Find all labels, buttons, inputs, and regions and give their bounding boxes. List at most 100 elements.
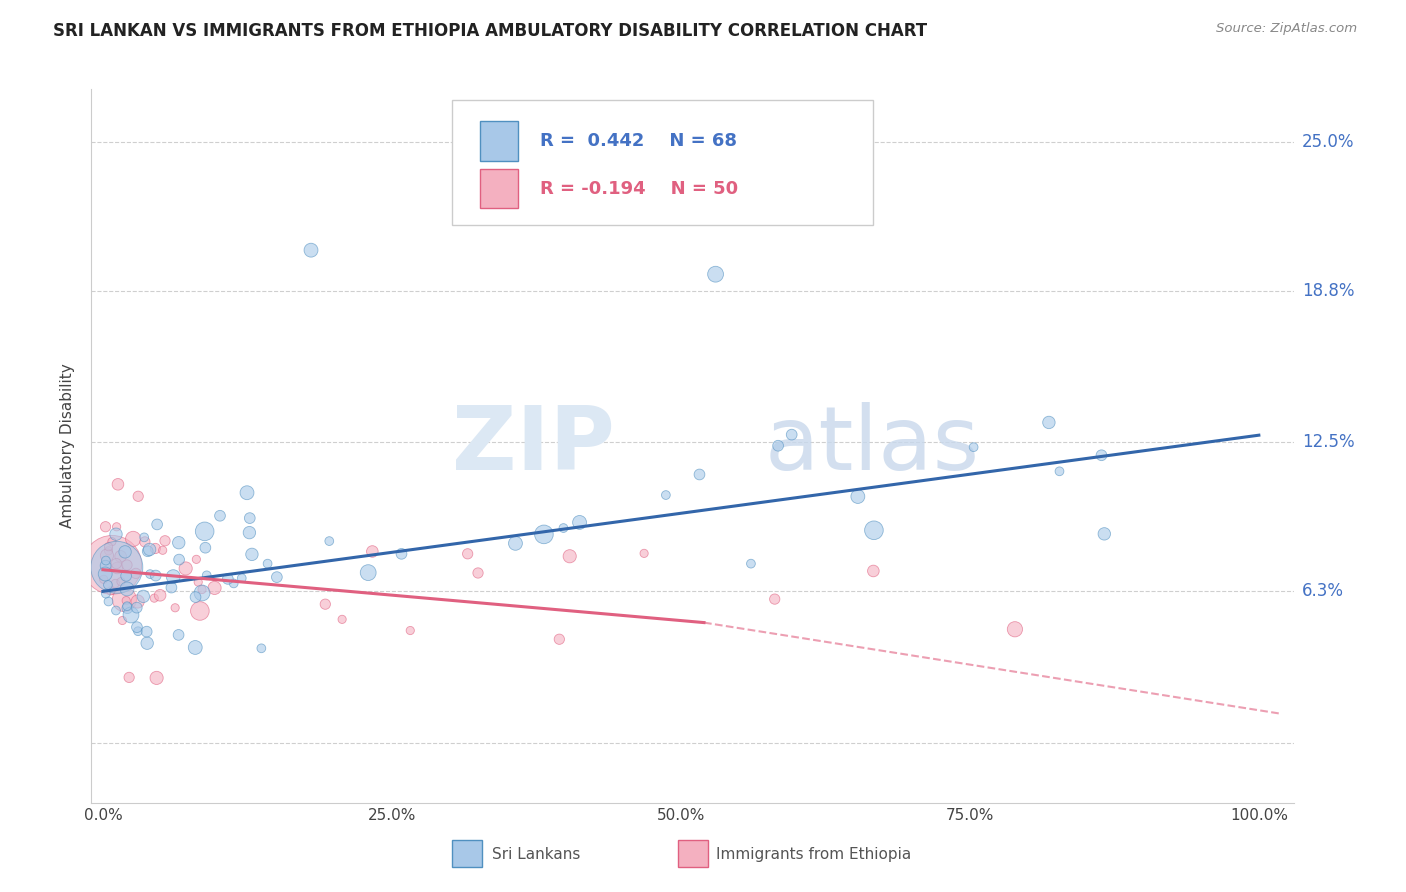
Point bbox=[134, 535, 156, 549]
Point bbox=[188, 604, 211, 618]
Point bbox=[238, 525, 260, 540]
Point bbox=[266, 570, 288, 584]
Point bbox=[101, 558, 124, 572]
Point bbox=[318, 534, 340, 549]
Point bbox=[194, 541, 217, 555]
Point bbox=[105, 520, 128, 534]
Point bbox=[107, 477, 129, 491]
Text: Source: ZipAtlas.com: Source: ZipAtlas.com bbox=[1216, 22, 1357, 36]
Point bbox=[457, 547, 479, 561]
Point bbox=[655, 488, 678, 502]
Text: ZIP: ZIP bbox=[451, 402, 614, 490]
FancyBboxPatch shape bbox=[479, 121, 519, 161]
Text: 12.5%: 12.5% bbox=[1302, 434, 1354, 451]
Point bbox=[688, 467, 710, 482]
Point bbox=[1004, 622, 1026, 636]
Point bbox=[780, 427, 803, 442]
Point bbox=[194, 524, 217, 539]
Point bbox=[1049, 464, 1071, 478]
Point bbox=[184, 640, 207, 655]
Point bbox=[110, 574, 132, 589]
Text: Immigrants from Ethiopia: Immigrants from Ethiopia bbox=[717, 847, 911, 862]
Text: R =  0.442    N = 68: R = 0.442 N = 68 bbox=[540, 132, 737, 150]
Point bbox=[153, 533, 176, 548]
Point bbox=[111, 614, 134, 628]
Point bbox=[138, 542, 160, 557]
Point bbox=[962, 440, 984, 454]
Point bbox=[314, 597, 336, 611]
Point bbox=[97, 543, 120, 558]
Point bbox=[186, 552, 208, 566]
Point bbox=[1038, 416, 1060, 430]
Text: 6.3%: 6.3% bbox=[1302, 582, 1344, 600]
Point bbox=[112, 592, 135, 607]
Point bbox=[740, 557, 762, 571]
Point bbox=[160, 581, 183, 595]
Text: 25.0%: 25.0% bbox=[1302, 133, 1354, 151]
Point bbox=[222, 576, 245, 591]
Point bbox=[191, 586, 214, 600]
Point bbox=[125, 566, 148, 581]
Point bbox=[97, 578, 120, 592]
Point bbox=[165, 600, 187, 615]
Point bbox=[862, 564, 884, 578]
Point bbox=[167, 552, 190, 566]
Point bbox=[240, 547, 263, 561]
Point bbox=[1090, 448, 1112, 462]
Point bbox=[94, 558, 117, 573]
Point bbox=[187, 575, 209, 590]
Point bbox=[132, 590, 155, 604]
Point bbox=[863, 523, 886, 537]
Point bbox=[467, 566, 489, 580]
Point bbox=[208, 508, 231, 523]
Point bbox=[94, 553, 117, 567]
FancyBboxPatch shape bbox=[451, 100, 873, 225]
Point bbox=[162, 569, 184, 583]
Point bbox=[1092, 526, 1115, 541]
Point bbox=[250, 641, 273, 656]
Point bbox=[236, 485, 259, 500]
Point bbox=[115, 599, 138, 614]
Point bbox=[94, 587, 117, 601]
Point bbox=[105, 560, 128, 574]
Text: SRI LANKAN VS IMMIGRANTS FROM ETHIOPIA AMBULATORY DISABILITY CORRELATION CHART: SRI LANKAN VS IMMIGRANTS FROM ETHIOPIA A… bbox=[53, 22, 928, 40]
Point bbox=[184, 590, 207, 604]
Point bbox=[231, 571, 253, 585]
Point bbox=[136, 636, 159, 650]
Point bbox=[139, 567, 162, 582]
Point bbox=[120, 607, 142, 622]
Point bbox=[146, 517, 169, 532]
Point bbox=[548, 632, 571, 647]
Point bbox=[105, 561, 128, 575]
Point bbox=[101, 534, 124, 549]
Point bbox=[127, 594, 149, 608]
Point bbox=[93, 572, 115, 586]
Point bbox=[143, 541, 166, 556]
Point bbox=[533, 527, 555, 541]
Point bbox=[94, 566, 117, 581]
Point bbox=[114, 545, 136, 559]
Point bbox=[399, 624, 422, 638]
Point bbox=[97, 594, 120, 608]
Point bbox=[135, 624, 157, 639]
Point bbox=[97, 540, 120, 554]
Point bbox=[204, 581, 226, 595]
Point bbox=[115, 558, 138, 572]
Text: 18.8%: 18.8% bbox=[1302, 282, 1354, 300]
Text: Sri Lankans: Sri Lankans bbox=[492, 847, 581, 862]
Point bbox=[100, 583, 122, 598]
Point bbox=[766, 439, 789, 453]
Point bbox=[125, 620, 148, 634]
Point bbox=[105, 557, 128, 571]
Point bbox=[553, 521, 575, 535]
Point bbox=[134, 530, 156, 544]
FancyBboxPatch shape bbox=[451, 840, 482, 867]
Point bbox=[357, 566, 380, 580]
Point bbox=[125, 600, 148, 615]
Point bbox=[704, 267, 727, 281]
FancyBboxPatch shape bbox=[479, 169, 519, 209]
FancyBboxPatch shape bbox=[678, 840, 709, 867]
Point bbox=[104, 603, 127, 617]
Point bbox=[127, 624, 149, 639]
Point bbox=[391, 547, 413, 561]
